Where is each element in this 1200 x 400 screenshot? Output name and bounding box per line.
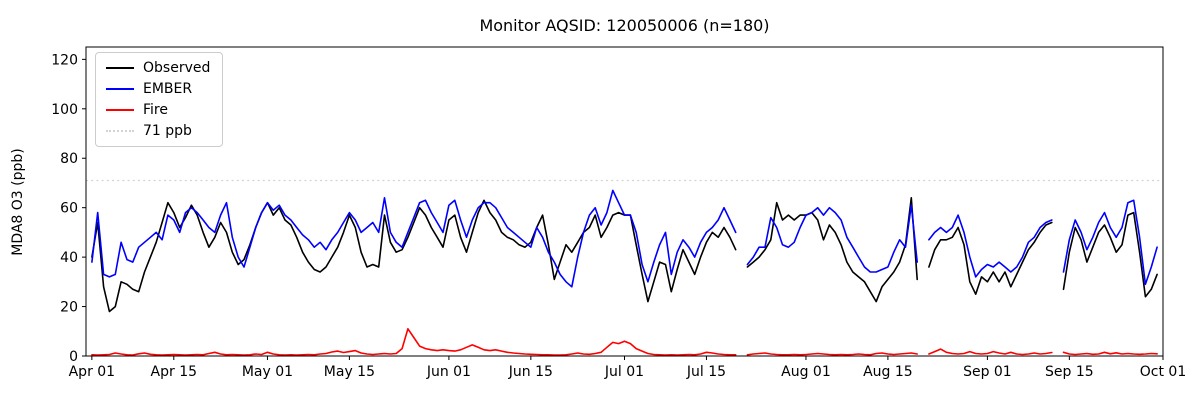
series-line-ember [746, 204, 919, 273]
y-tick-label: 60 [60, 201, 78, 217]
series-line-fire [746, 352, 919, 356]
x-tick-label: Apr 15 [151, 364, 197, 380]
x-tick-label: May 15 [324, 364, 375, 380]
axes-frame [85, 46, 1164, 357]
x-tick-label: Aug 01 [781, 364, 831, 380]
y-tick-label: 20 [60, 300, 78, 316]
x-tick-label: Sep 01 [963, 364, 1012, 380]
series-line-ember [928, 214, 1053, 278]
legend-item-observed: Observed [106, 60, 210, 76]
series-line-observed [1062, 211, 1158, 298]
y-tick-label: 40 [60, 250, 78, 266]
legend-label-ember: EMBER [143, 81, 193, 97]
x-tick-label: Jul 15 [686, 364, 726, 380]
series-line-ember [1062, 199, 1158, 286]
x-tick-label: Aug 15 [863, 364, 913, 380]
series-line-observed [928, 221, 1053, 296]
legend: Observed EMBER Fire 71 ppb [95, 52, 224, 147]
chart-title: Monitor AQSID: 120050006 (n=180) [479, 16, 770, 35]
legend-label-threshold: 71 ppb [143, 123, 192, 139]
series-line-observed [746, 197, 919, 303]
x-tick-label: May 01 [242, 364, 293, 380]
series-line-fire [91, 327, 737, 356]
legend-item-fire: Fire [106, 102, 210, 118]
x-tick-label: Jun 01 [426, 364, 471, 380]
x-tick-label: Jul 01 [604, 364, 644, 380]
series-line-fire [1062, 351, 1158, 356]
x-tick-label: Sep 15 [1045, 364, 1094, 380]
series-line-fire [928, 348, 1053, 356]
legend-label-observed: Observed [143, 60, 211, 76]
legend-line-ember [106, 88, 134, 90]
legend-line-observed [106, 67, 134, 69]
legend-item-ember: EMBER [106, 81, 210, 97]
legend-line-fire [106, 109, 134, 111]
legend-label-fire: Fire [143, 102, 168, 118]
legend-line-threshold [106, 130, 134, 132]
y-tick-label: 80 [60, 151, 78, 167]
y-tick-label: 0 [69, 349, 78, 365]
x-tick-label: Apr 01 [69, 364, 115, 380]
legend-item-threshold: 71 ppb [106, 123, 210, 139]
x-tick-label: Oct 01 [1140, 364, 1186, 380]
y-tick-label: 120 [51, 52, 78, 68]
series-line-ember [91, 189, 737, 288]
x-tick-label: Jun 15 [508, 364, 553, 380]
y-tick-label: 100 [51, 102, 78, 118]
